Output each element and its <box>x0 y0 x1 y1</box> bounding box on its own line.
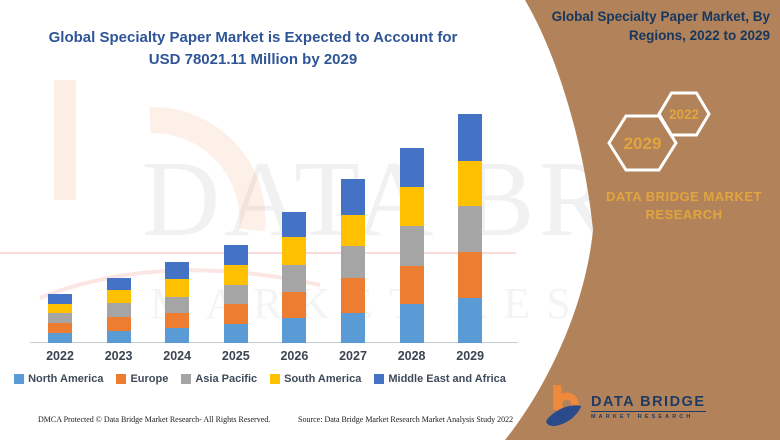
legend-item-asia-pacific: Asia Pacific <box>181 373 257 385</box>
bar-segment-asia-pacific <box>106 302 131 317</box>
bar-segment-south-america <box>165 279 190 297</box>
bar-segment-europe <box>106 316 131 331</box>
stacked-bar-2022 <box>48 294 72 343</box>
stacked-bar-2028 <box>399 148 424 343</box>
x-axis-label-2025: 2025 <box>221 349 250 363</box>
x-axis-line <box>30 342 518 343</box>
bar-segment-asia-pacific <box>223 284 248 304</box>
legend-swatch <box>14 374 25 384</box>
bar-segment-asia-pacific <box>399 226 424 267</box>
bar-segment-europe <box>48 323 72 333</box>
stacked-bar-2026 <box>282 212 307 343</box>
legend-label: Asia Pacific <box>195 373 258 385</box>
bar-segment-south-america <box>106 289 131 303</box>
side-panel-title: Global Specialty Paper Market, By Region… <box>551 9 770 43</box>
bar-segment-asia-pacific <box>282 265 307 293</box>
bar-segment-north-america <box>282 318 307 343</box>
bar-segment-middle-east-and-africa <box>399 148 424 188</box>
stacked-bar-2029 <box>458 114 483 343</box>
dmca-notice: DMCA Protected © Data Bridge Market Rese… <box>38 415 271 424</box>
company-logo: DATA BRIDGE MARKET RESEARCH <box>545 385 706 429</box>
bar-segment-middle-east-and-africa <box>458 114 483 162</box>
brand-block: DATA BRIDGE MARKET RESEARCH <box>598 188 770 223</box>
bar-segment-asia-pacific <box>458 205 483 253</box>
hexagon-2022 <box>657 91 711 137</box>
bar-segment-north-america <box>399 304 424 343</box>
legend-item-middle-east-and-africa: Middle East and Africa <box>374 373 506 385</box>
stacked-bar-2024 <box>165 262 190 343</box>
bar-segment-north-america <box>223 323 248 343</box>
bar-segment-middle-east-and-africa <box>282 212 307 238</box>
bar-segment-south-america <box>223 264 248 285</box>
bar-segment-south-america <box>282 237 307 266</box>
bar-segment-asia-pacific <box>165 296 190 313</box>
x-axis-label-2024: 2024 <box>163 349 192 363</box>
hexagon-2029 <box>607 114 678 172</box>
logo-name-text: DATA BRIDGE <box>591 394 706 412</box>
bar-segment-south-america <box>399 187 424 227</box>
x-axis-label-2026: 2026 <box>280 349 309 363</box>
brand-line-1: DATA BRIDGE MARKET <box>605 189 763 204</box>
bar-segment-south-america <box>458 161 483 206</box>
legend-swatch <box>181 374 192 384</box>
legend-label: Middle East and Africa <box>388 373 506 385</box>
bar-segment-asia-pacific <box>48 313 72 323</box>
bar-segment-north-america <box>341 313 365 343</box>
stacked-bar-2025 <box>223 244 248 343</box>
logo-tagline-text: MARKET RESEARCH <box>591 414 694 420</box>
bar-segment-asia-pacific <box>341 246 365 279</box>
bar-segment-north-america <box>106 331 131 343</box>
bar-segment-europe <box>341 278 365 314</box>
x-axis-label-2022: 2022 <box>46 349 74 363</box>
data-bridge-logo-icon <box>546 385 582 427</box>
legend-swatch <box>116 374 127 384</box>
stacked-bar-2027 <box>341 179 365 343</box>
legend-item-europe: Europe <box>116 373 168 385</box>
bar-segment-europe <box>399 266 424 304</box>
x-axis-label-2023: 2023 <box>104 349 133 363</box>
bar-segment-middle-east-and-africa <box>106 277 131 290</box>
brand-line-2: RESEARCH <box>645 206 723 222</box>
legend-swatch <box>270 374 281 384</box>
bar-segment-europe <box>282 292 307 319</box>
hexagon-2029-label: 2029 <box>624 134 662 153</box>
legend-label: North America <box>28 373 104 385</box>
bar-segment-middle-east-and-africa <box>165 262 190 280</box>
legend-item-south-america: South America <box>270 373 361 385</box>
bar-segment-middle-east-and-africa <box>223 244 248 265</box>
source-notice: Source: Data Bridge Market Research Mark… <box>298 415 514 424</box>
bar-segment-north-america <box>165 328 190 343</box>
legend-label: South America <box>284 373 362 385</box>
bar-segment-europe <box>458 252 483 299</box>
x-axis-label-2028: 2028 <box>397 349 426 363</box>
bar-segment-middle-east-and-africa <box>48 294 72 304</box>
bar-segment-north-america <box>48 333 72 343</box>
stacked-bar-2023 <box>106 277 131 343</box>
bar-segment-north-america <box>458 298 483 343</box>
bar-segment-middle-east-and-africa <box>341 179 365 216</box>
legend-item-north-america: North America <box>14 373 103 385</box>
bar-segment-south-america <box>341 215 365 247</box>
bar-segment-south-america <box>48 303 72 313</box>
x-axis-label-2027: 2027 <box>339 349 367 363</box>
chart-title: Global Specialty Paper Market is Expecte… <box>48 29 458 68</box>
x-axis-label-2029: 2029 <box>456 349 485 363</box>
legend-swatch <box>374 374 385 384</box>
bar-segment-europe <box>223 303 248 324</box>
hexagon-2022-label: 2022 <box>669 107 699 122</box>
bar-segment-europe <box>165 313 190 328</box>
chart-legend: North America Europe Asia Pacific South Ame… <box>10 373 510 385</box>
hexagon-badges: 2029 2022 <box>607 91 711 172</box>
watermark-line <box>0 252 516 254</box>
legend-label: Europe <box>130 373 169 385</box>
